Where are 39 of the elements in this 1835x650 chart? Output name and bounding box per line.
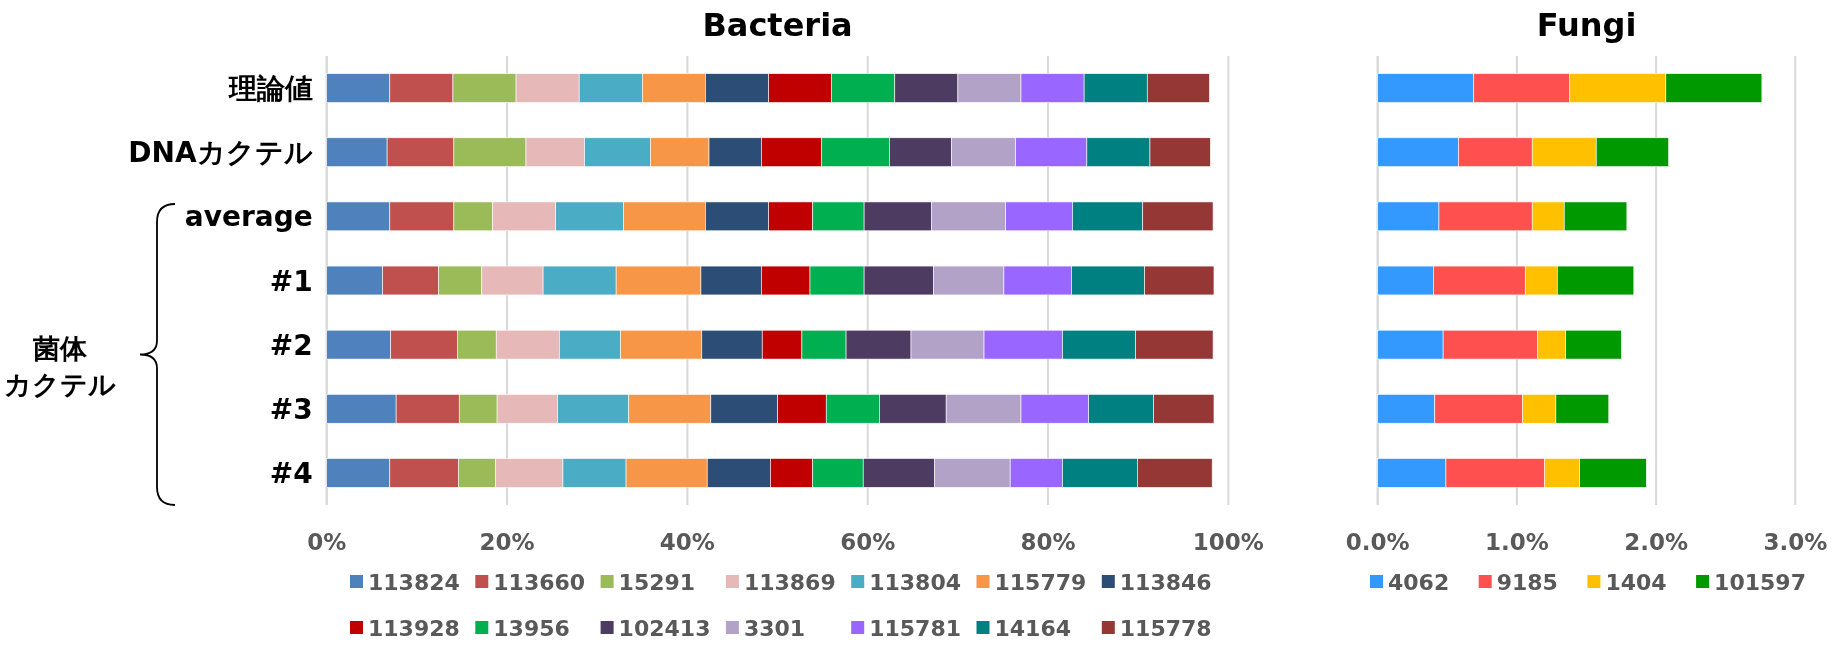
x-tick-label: 0.0% [1345,529,1410,555]
legend-label: 1404 [1605,570,1667,595]
legend-label: 115778 [1119,616,1212,641]
x-tick-label: 20% [479,529,535,555]
text: 菌体 [32,333,88,364]
x-tick-label: 3.0% [1763,529,1828,555]
legend-label: 115779 [994,570,1087,595]
legend-label: 113928 [368,616,460,641]
x-tick-label: 40% [659,529,715,555]
x-tick-label: 100% [1192,529,1264,555]
legend-label: 113846 [1119,570,1212,595]
legend-label: 13956 [493,616,570,641]
legend-label: 113660 [493,570,586,595]
legend-label: 113824 [368,570,460,595]
x-tick-label: 60% [840,529,896,555]
legend-label: 4062 [1388,570,1450,595]
y-tick-label: #2 [269,328,313,362]
x-tick-label: 1.0% [1485,529,1549,555]
legend-label: 115781 [869,616,962,641]
legend-label: 14164 [994,616,1072,641]
y-tick-label: DNAカクテル [128,136,313,170]
text: カクテル [4,369,116,400]
chart-title: Fungi [1536,6,1637,44]
y-tick-label: #4 [269,456,313,490]
y-tick-label: #1 [269,264,313,298]
x-tick-label: 0% [307,529,347,555]
x-tick-label: 80% [1020,529,1076,555]
x-tick-label: 2.0% [1624,529,1688,555]
legend-label: 9185 [1496,570,1558,595]
y-tick-label: average [184,200,313,234]
legend-label: 15291 [618,570,696,595]
y-tick-label: 理論値 [227,72,313,106]
legend-label: 3301 [743,616,806,641]
legend-label: 113869 [743,570,836,595]
legend-label: 102413 [618,616,711,641]
legend-label: 113804 [869,570,962,595]
y-tick-label: #3 [269,392,313,426]
legend-label: 101597 [1714,570,1806,595]
chart-title: Bacteria [702,6,853,44]
